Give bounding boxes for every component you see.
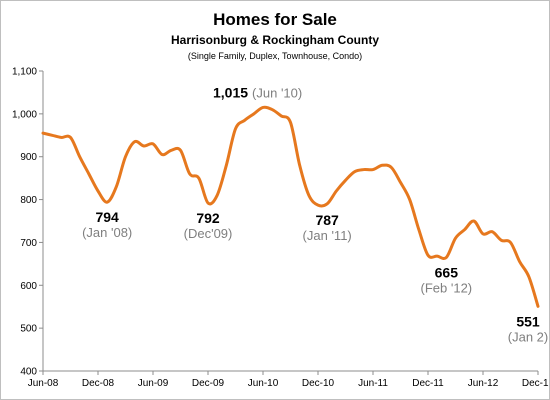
plot-area — [41, 105, 540, 308]
series-line — [41, 105, 540, 308]
y-tick-label: 400 — [20, 367, 37, 378]
chart-subtitle: Harrisonburg & Rockingham County — [171, 33, 379, 47]
chart-title: Homes for Sale — [213, 10, 337, 29]
annotation-date: (Jan 2) — [508, 329, 548, 344]
x-tick-label: Jun-10 — [248, 378, 279, 389]
x-tick-label: Jun-09 — [138, 378, 169, 389]
annotation-value: 665 — [435, 264, 459, 280]
annotation-date: (Dec'09) — [184, 226, 233, 241]
annotation-date: (Jan '08) — [82, 225, 132, 240]
y-tick-label: 700 — [20, 238, 37, 249]
y-tick-label: 1,100 — [12, 67, 37, 78]
x-tick-label: Dec-09 — [192, 378, 225, 389]
x-tick-label: Jun-08 — [28, 378, 59, 389]
annotation-value: 792 — [196, 210, 220, 226]
y-tick-label: 500 — [20, 324, 37, 335]
x-tick-label: Dec-12 — [522, 378, 549, 389]
annotation-date: (Jan '11) — [303, 228, 352, 243]
chart-subtitle-detail: (Single Family, Duplex, Townhouse, Condo… — [188, 51, 362, 61]
y-tick-label: 900 — [20, 152, 37, 163]
annotation-value: 1,015 — [213, 84, 248, 100]
x-tick-label: Dec-11 — [412, 378, 444, 389]
annotations: 794(Jan '08) 792(Dec'09) 1,015 (Jun '10) 787… — [82, 84, 548, 344]
annotation-value: 794 — [95, 209, 119, 225]
annotation-date: (Feb '12) — [421, 280, 473, 295]
y-tick-label: 600 — [20, 281, 37, 292]
x-tick-label: Jun-11 — [358, 378, 388, 389]
y-tick-label: 800 — [20, 195, 37, 206]
annotation-peak: 1,015 (Jun '10) — [213, 84, 302, 100]
y-tick-label: 1,000 — [12, 109, 37, 120]
annotation-value: 551 — [516, 313, 540, 329]
annotation-date: (Jun '10) — [252, 85, 302, 100]
x-tick-label: Dec-10 — [302, 378, 335, 389]
x-tick-label: Jun-12 — [468, 378, 499, 389]
axes: 400 500 600 700 800 900 1,000 1,100 Jun-08 Dec-08… — [12, 67, 549, 390]
annotation-value: 787 — [315, 212, 339, 228]
x-tick-label: Dec-08 — [82, 378, 115, 389]
